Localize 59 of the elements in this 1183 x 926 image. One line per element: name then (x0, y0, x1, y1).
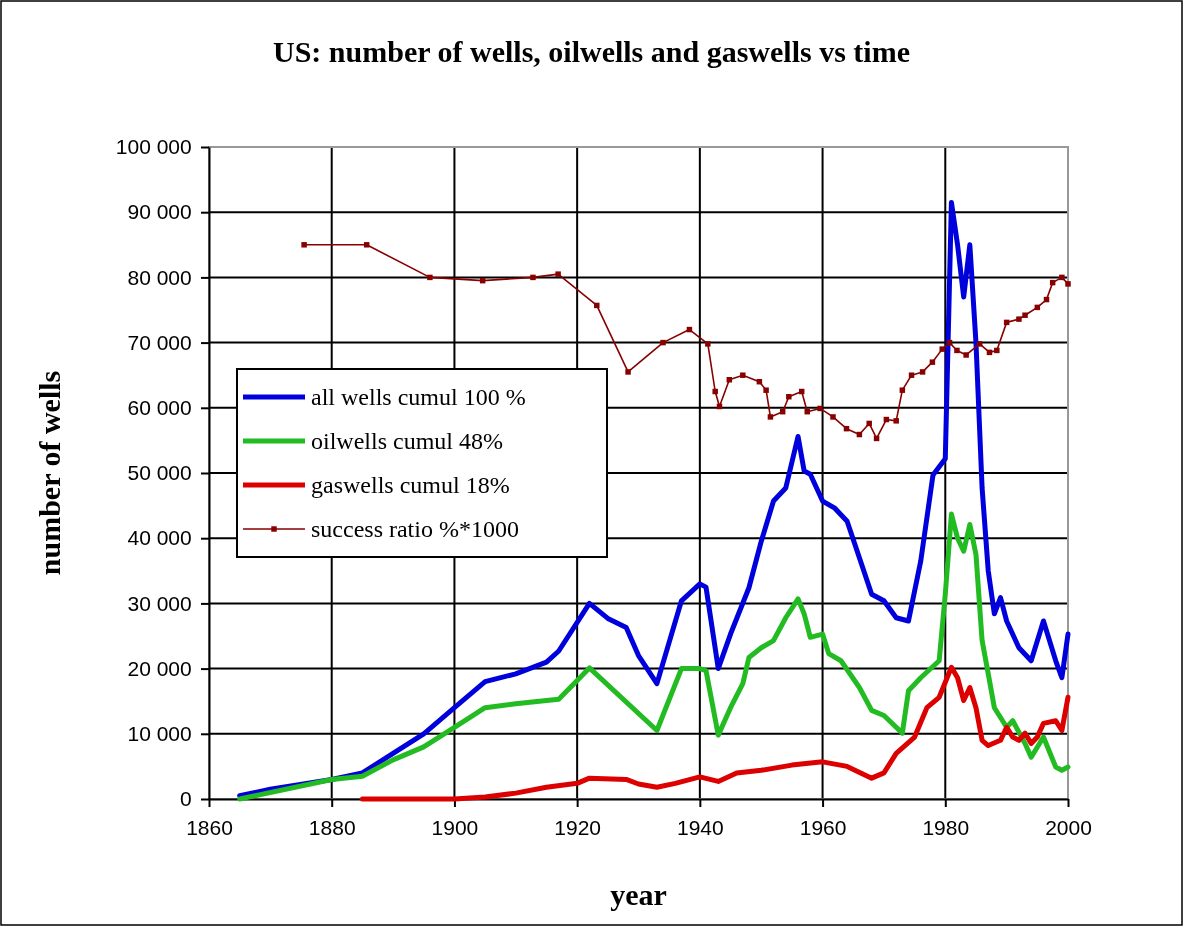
legend-label: oilwells cumul 48% (311, 428, 503, 454)
point (660, 339, 666, 346)
point (712, 388, 718, 395)
point (1059, 274, 1065, 281)
point (908, 372, 915, 378)
point (899, 387, 906, 393)
point (866, 420, 872, 427)
x-tick-label: 1880 (308, 816, 356, 840)
y-tick-label: 20 000 (127, 656, 192, 680)
legend-label: all wells cumul 100 % (311, 384, 526, 410)
point (726, 377, 733, 383)
y-tick-label: 40 000 (127, 526, 192, 550)
y-axis-title: number of wells (33, 370, 66, 576)
point (1065, 281, 1071, 287)
point (893, 418, 899, 424)
chart-title: US: number of wells, oilwells and gaswells vs time (273, 35, 910, 68)
point (929, 359, 936, 365)
point (625, 369, 631, 375)
x-tick-label: 1980 (922, 816, 970, 840)
point (786, 393, 792, 400)
y-tick-label: 100 000 (115, 135, 192, 159)
point (705, 341, 711, 347)
x-axis-title: year (610, 878, 667, 911)
y-tick-label: 10 000 (127, 722, 192, 746)
point (530, 274, 536, 281)
point (994, 347, 1000, 354)
x-tick-label: 2000 (1045, 816, 1092, 840)
point (919, 369, 926, 375)
point (954, 347, 960, 354)
point (555, 271, 561, 277)
point (939, 346, 945, 352)
point (427, 274, 433, 281)
x-tick-label: 1860 (186, 816, 233, 840)
point (830, 414, 836, 420)
x-tick-label: 1900 (431, 816, 479, 840)
point (1022, 312, 1028, 318)
y-tick-label: 50 000 (127, 461, 192, 485)
x-tick-label: 1960 (799, 816, 847, 840)
point (363, 242, 370, 248)
legend-label: gaswells cumul 18% (311, 472, 510, 498)
point (740, 372, 746, 378)
point (1016, 316, 1022, 322)
point (763, 387, 769, 393)
point (767, 414, 774, 420)
point (804, 408, 810, 415)
point (301, 242, 307, 248)
y-tick-label: 70 000 (127, 330, 192, 354)
x-tick-label: 1940 (677, 816, 724, 840)
point (976, 341, 983, 347)
y-tick-label: 60 000 (127, 396, 192, 420)
y-tick-label: 80 000 (127, 265, 192, 289)
point (963, 352, 969, 358)
y-tick-label: 0 (180, 787, 192, 811)
y-tick-label: 30 000 (127, 591, 192, 615)
point (594, 302, 600, 309)
x-tick-label: 1920 (554, 816, 601, 840)
y-tick-label: 90 000 (127, 200, 192, 224)
legend-label: success ratio %*1000 (311, 516, 519, 542)
point (817, 405, 823, 412)
